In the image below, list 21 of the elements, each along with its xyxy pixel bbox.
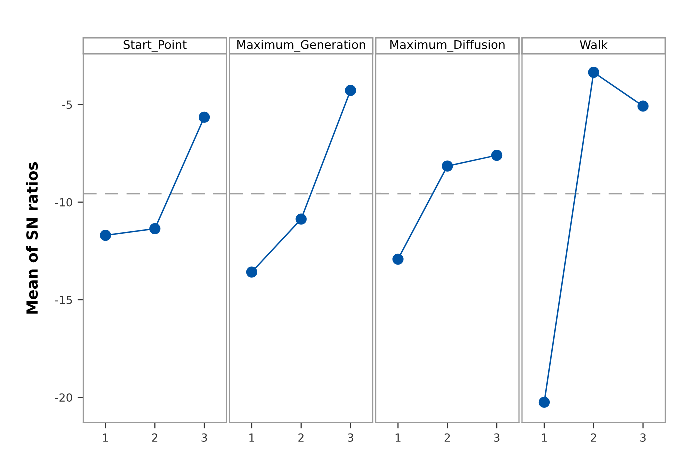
x-tick-label: 3 — [640, 434, 646, 442]
x-tick-label: 2 — [298, 434, 304, 442]
y-tick-label: -10 — [55, 198, 72, 207]
x-tick-label: 3 — [494, 434, 500, 442]
x-tick-label: 1 — [542, 434, 547, 442]
chart-title: Start_Point — [124, 40, 187, 52]
x-tick-label: 1 — [250, 434, 254, 442]
x-tick-label: 3 — [202, 434, 208, 442]
x-tick-label: 3 — [348, 434, 354, 442]
x-tick-label: 2 — [444, 434, 450, 442]
y-tick-label: -5 — [62, 100, 72, 110]
x-tick-label: 2 — [591, 434, 596, 442]
chart-title: Walk — [580, 40, 608, 50]
x-tick-label: 1 — [396, 434, 401, 442]
x-tick-label: 2 — [152, 434, 158, 442]
x-tick-label: 1 — [103, 434, 108, 442]
y-tick-label: -15 — [55, 296, 72, 304]
y-tick-label: -20 — [55, 394, 72, 402]
y-axis-title: Mean of SN ratios — [26, 162, 38, 314]
chart-title: Maximum_Generation — [238, 40, 366, 52]
chart-title: Maximum_Diffusion — [390, 40, 505, 52]
